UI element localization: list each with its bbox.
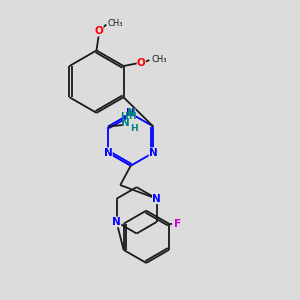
Text: H: H bbox=[130, 124, 138, 133]
Text: O: O bbox=[137, 58, 146, 68]
Text: N: N bbox=[112, 217, 121, 227]
Text: N: N bbox=[121, 118, 130, 128]
Text: N: N bbox=[126, 108, 135, 118]
Text: N: N bbox=[152, 194, 161, 204]
Text: N: N bbox=[127, 108, 135, 118]
Text: H: H bbox=[129, 112, 136, 121]
Text: H: H bbox=[120, 112, 128, 121]
Text: F: F bbox=[174, 219, 182, 229]
Text: CH₃: CH₃ bbox=[152, 55, 167, 64]
Text: CH₃: CH₃ bbox=[108, 19, 123, 28]
Text: N: N bbox=[149, 148, 158, 158]
Text: O: O bbox=[94, 26, 103, 36]
Text: N: N bbox=[104, 148, 112, 158]
